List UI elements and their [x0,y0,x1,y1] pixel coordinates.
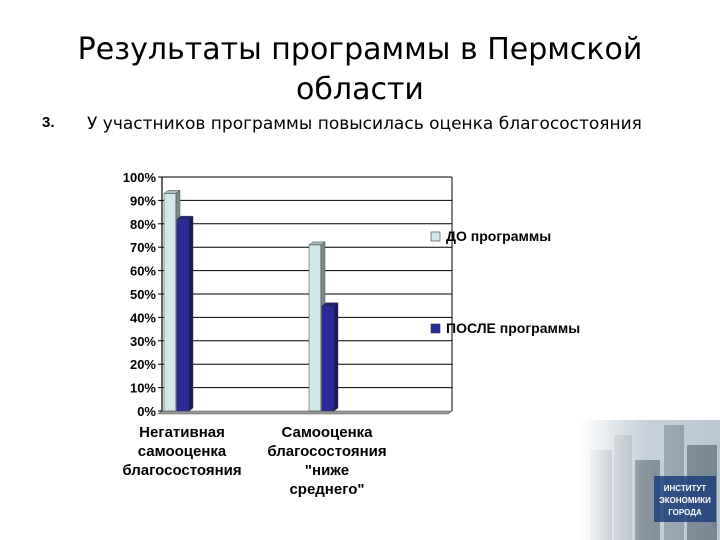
x-category-label: Самооценка [281,424,373,441]
bullet-text: У участников программы повысилась оценка… [87,114,642,134]
gridlines [162,176,452,389]
y-tick-label: 20% [130,357,156,372]
y-tick-label: 80% [130,217,156,232]
legend-label: ДО программы [446,228,551,244]
slide-title-line-1: Результаты программы в Пермской [77,32,643,67]
bar [321,305,335,412]
y-tick-label: 10% [130,381,156,396]
y-tick-label: 60% [130,264,156,279]
legend: ДО программы ПОСЛЕ программы [430,228,580,336]
logo-line-3: ГОРОДА [668,508,702,517]
bar [308,244,322,412]
y-tick-label: 30% [130,334,156,349]
y-tick-label: 0% [137,404,156,419]
x-category-label: благосостояния [122,462,241,479]
slide-title: Результаты программы в Пермской области [40,30,680,110]
city-institute-logo: ИНСТИТУТ ЭКОНОМИКИ ГОРОДА [580,420,720,540]
x-axis-labels: Негативная самооценка благосостояния Самооц… [122,424,386,498]
y-tick-label: 70% [130,240,156,255]
logo-line-2: ЭКОНОМИКИ [659,496,711,505]
slide-title-line-2: области [296,72,424,107]
bullet-number: 3. [42,114,55,131]
legend-label: ПОСЛЕ программы [446,320,580,336]
y-tick-label: 90% [130,193,156,208]
y-tick-label: 100% [123,170,157,185]
legend-swatch [430,323,441,334]
x-category-label: самооценка [138,443,227,460]
x-category-label: Негативная [139,424,225,441]
x-category-label: благосостояния [267,443,386,460]
logo-line-1: ИНСТИТУТ [664,484,707,493]
x-category-label: среднего" [289,481,364,498]
axes [157,177,453,415]
y-tick-label: 40% [130,310,156,325]
bullet-point: 3. У участников программы повысилась оце… [42,114,682,136]
bar-side [333,302,339,412]
bars [163,189,339,412]
x-category-label: "ниже [305,462,349,479]
legend-swatch [430,231,441,242]
y-tick-label: 50% [130,287,156,302]
bar [176,218,190,412]
bar-side [188,215,194,412]
chart-floor [157,410,453,415]
y-axis-ticks: 0% 10% 20% 30% 40% 50% 60% 70% 80% 90% 100% [123,170,162,419]
bar [163,193,177,412]
